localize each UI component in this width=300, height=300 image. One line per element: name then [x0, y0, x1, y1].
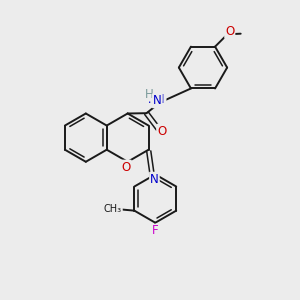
Text: HN: HN — [148, 93, 166, 106]
Text: O: O — [122, 160, 131, 174]
Text: N: N — [153, 94, 162, 107]
Text: H: H — [145, 88, 154, 100]
Text: O: O — [225, 25, 234, 38]
Text: N: N — [150, 172, 159, 186]
Text: CH₃: CH₃ — [104, 204, 122, 214]
Text: O: O — [157, 125, 167, 138]
Text: F: F — [152, 224, 159, 238]
